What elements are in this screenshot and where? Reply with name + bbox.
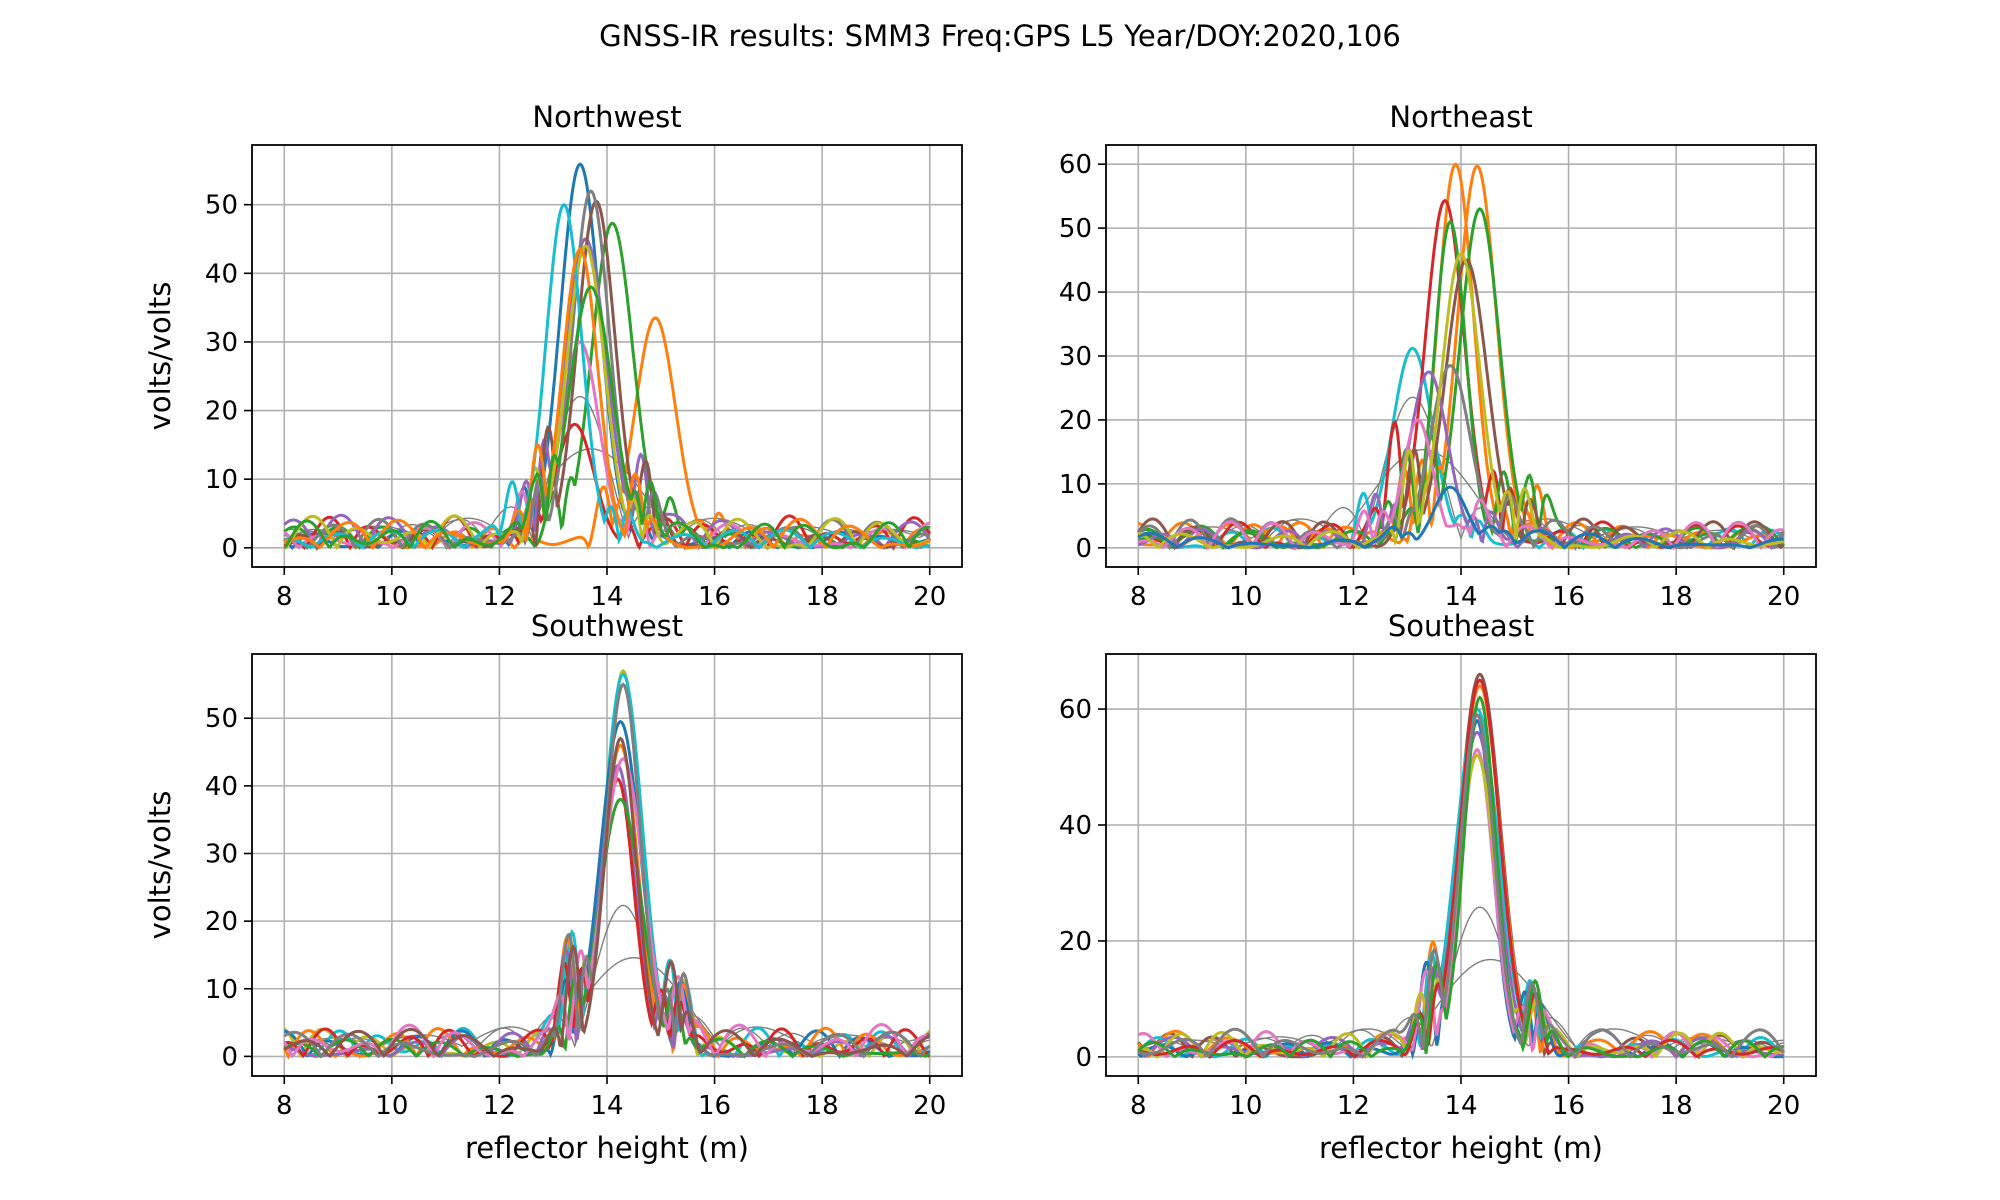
y-tick-label: 10 bbox=[205, 975, 238, 1005]
y-tick-label: 20 bbox=[1059, 406, 1092, 436]
panels: 8 10 12 14 16 18 20 0 10 20 30 40 50 Northwest volts/v… bbox=[143, 100, 1817, 1165]
panel-title: Southwest bbox=[531, 609, 683, 643]
series-line bbox=[1137, 485, 1784, 550]
y-tick-label: 0 bbox=[221, 534, 238, 564]
x-tick-label: 10 bbox=[375, 1091, 408, 1121]
series-line bbox=[1137, 707, 1785, 1059]
y-axis-label: volts/volts bbox=[143, 791, 177, 940]
series-line bbox=[283, 237, 932, 551]
x-tick-label: 10 bbox=[375, 582, 408, 612]
x-tick-label: 14 bbox=[1444, 1091, 1477, 1121]
y-tick-label: 40 bbox=[205, 772, 238, 802]
x-tick-label: 12 bbox=[1337, 1091, 1370, 1121]
x-tick-label: 8 bbox=[1130, 582, 1147, 612]
y-tick-label: 10 bbox=[1059, 470, 1092, 500]
y-tick-label: 40 bbox=[205, 259, 238, 289]
series-line bbox=[1137, 418, 1785, 551]
panel-title: Northeast bbox=[1389, 100, 1532, 134]
x-tick-label: 16 bbox=[1552, 582, 1585, 612]
y-tick-label: 40 bbox=[1059, 278, 1092, 308]
y-tick-label: 60 bbox=[1059, 150, 1092, 180]
panel-northeast: 8 10 12 14 16 18 20 0 10 20 30 40 50 60 Northeast bbox=[1059, 100, 1817, 612]
panel-northwest: 8 10 12 14 16 18 20 0 10 20 30 40 50 Northwest volts/v… bbox=[143, 100, 963, 612]
series-line bbox=[1138, 162, 1785, 551]
figure-title: GNSS-IR results: SMM3 Freq:GPS L5 Year/D… bbox=[599, 19, 1401, 53]
x-tick-label: 14 bbox=[590, 1091, 623, 1121]
x-axis-label: reflector height (m) bbox=[1319, 1131, 1603, 1165]
x-tick-label: 18 bbox=[806, 582, 839, 612]
x-tick-label: 20 bbox=[913, 1091, 946, 1121]
x-tick-label: 10 bbox=[1229, 1091, 1262, 1121]
x-axis-label: reflector height (m) bbox=[465, 1131, 749, 1165]
x-tick-label: 8 bbox=[276, 1091, 293, 1121]
x-tick-label: 18 bbox=[1660, 1091, 1693, 1121]
x-tick-label: 14 bbox=[1444, 582, 1477, 612]
panel-title: Southeast bbox=[1388, 609, 1534, 643]
x-tick-label: 20 bbox=[1767, 1091, 1800, 1121]
panel-title: Northwest bbox=[532, 100, 681, 134]
series-line bbox=[283, 285, 931, 551]
series-group bbox=[1137, 162, 1786, 552]
x-tick-label: 16 bbox=[1552, 1091, 1585, 1121]
x-tick-label: 8 bbox=[1130, 1091, 1147, 1121]
x-tick-label: 18 bbox=[1660, 582, 1693, 612]
series-group bbox=[283, 162, 932, 551]
series-group bbox=[1137, 672, 1785, 1061]
y-tick-label: 50 bbox=[205, 704, 238, 734]
y-axis-label: volts/volts bbox=[143, 282, 177, 431]
panel-southwest: 8 10 12 14 16 18 20 0 10 20 30 40 50 Southwest reflect… bbox=[143, 609, 963, 1165]
y-tick-label: 10 bbox=[205, 465, 238, 495]
series-line bbox=[1137, 251, 1784, 550]
panel-southeast: 8 10 12 14 16 18 20 0 20 40 60 Southeast reflector h… bbox=[1059, 609, 1817, 1165]
x-tick-label: 20 bbox=[913, 582, 946, 612]
x-tick-label: 12 bbox=[483, 582, 516, 612]
y-tick-label: 50 bbox=[205, 191, 238, 221]
x-tick-label: 10 bbox=[1229, 582, 1262, 612]
y-tick-label: 20 bbox=[1059, 927, 1092, 957]
y-tick-label: 30 bbox=[205, 840, 238, 870]
series-line bbox=[1137, 713, 1785, 1060]
y-tick-label: 0 bbox=[1075, 1043, 1092, 1073]
series-line bbox=[1138, 370, 1785, 551]
y-tick-label: 20 bbox=[205, 907, 238, 937]
y-tick-label: 60 bbox=[1059, 695, 1092, 725]
x-tick-label: 12 bbox=[483, 1091, 516, 1121]
y-tick-label: 0 bbox=[221, 1042, 238, 1072]
y-tick-label: 30 bbox=[205, 328, 238, 358]
series-line bbox=[283, 244, 931, 551]
y-tick-label: 30 bbox=[1059, 342, 1092, 372]
x-tick-label: 16 bbox=[698, 582, 731, 612]
x-tick-label: 12 bbox=[1337, 582, 1370, 612]
x-tick-label: 14 bbox=[590, 582, 623, 612]
x-tick-label: 16 bbox=[698, 1091, 731, 1121]
x-tick-label: 18 bbox=[806, 1091, 839, 1121]
x-tick-label: 8 bbox=[276, 582, 293, 612]
x-tick-label: 20 bbox=[1767, 582, 1800, 612]
y-tick-label: 0 bbox=[1075, 534, 1092, 564]
y-tick-label: 20 bbox=[205, 397, 238, 427]
series-line bbox=[283, 736, 931, 1059]
series-group bbox=[282, 668, 931, 1060]
series-line bbox=[1137, 678, 1785, 1059]
y-tick-label: 50 bbox=[1059, 214, 1092, 244]
y-tick-label: 40 bbox=[1059, 811, 1092, 841]
